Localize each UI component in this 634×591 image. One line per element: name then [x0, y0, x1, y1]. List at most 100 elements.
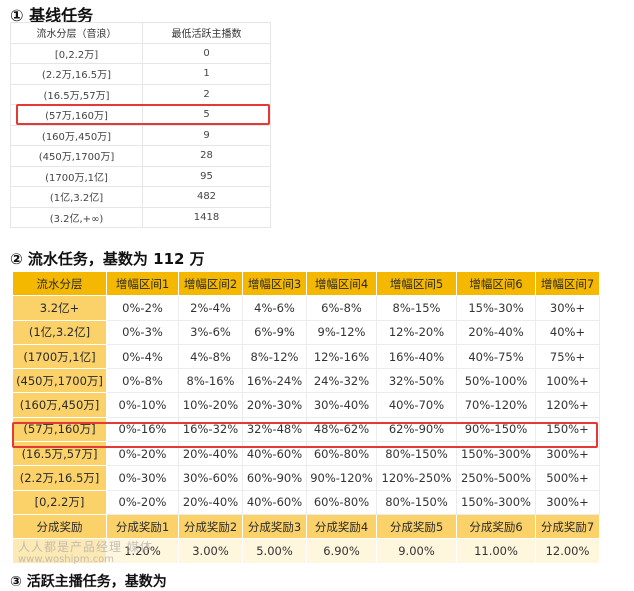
growth-range-cell: 80%-150%	[376, 441, 457, 467]
growth-range-cell: 150%+	[535, 416, 600, 443]
tier-cell: (57万,160万]	[12, 416, 107, 443]
growth-range-cell: 20%-40%	[178, 441, 243, 467]
reward-value-cell: 3.00%	[178, 538, 243, 564]
growth-range-cell: 12%-16%	[306, 343, 377, 370]
tier-cell: (450万,1700万]	[10, 145, 143, 167]
growth-range-cell: 500%+	[535, 465, 600, 491]
baseline-table-row: (2.2万,16.5万] 1	[10, 63, 271, 85]
growth-range-cell: 6%-8%	[306, 295, 377, 321]
growth-range-cell: 12%-20%	[376, 319, 457, 345]
growth-range-cell: 250%-500%	[456, 465, 536, 491]
reward-value-cell: 6.90%	[306, 538, 377, 564]
reward-value-row: 1.20% 3.00% 5.00% 6.90% 9.00% 11.00% 12.00%	[12, 538, 600, 564]
growth-range-cell: 40%-70%	[376, 392, 457, 418]
column-header-range-5: 增幅区间5	[376, 270, 457, 297]
revenue-table-row: (57万,160万] 0%-16% 16%-32% 32%-48% 48%-62% 62%…	[12, 416, 600, 443]
column-header-range-6: 增幅区间6	[456, 270, 536, 297]
growth-range-cell: 3%-6%	[178, 319, 243, 345]
growth-range-cell: 30%+	[535, 295, 600, 321]
tier-cell: (1亿,3.2亿]	[12, 319, 107, 345]
growth-range-cell: 70%-120%	[456, 392, 536, 418]
tier-cell: (2.2万,16.5万]	[10, 63, 143, 85]
growth-range-cell: 0%-16%	[106, 416, 179, 443]
revenue-table-header: 流水分层 增幅区间1 增幅区间2 增幅区间3 增幅区间4 增幅区间5 增幅区间6 增幅区间7	[12, 270, 600, 297]
growth-range-cell: 300%+	[535, 441, 600, 467]
growth-range-cell: 120%-250%	[376, 465, 457, 491]
growth-range-cell: 60%-80%	[306, 441, 377, 467]
revenue-table-row: (450万,1700万] 0%-8% 8%-16% 16%-24% 24%-32% 32%…	[12, 368, 600, 394]
growth-range-cell: 75%+	[535, 343, 600, 370]
growth-range-cell: 8%-16%	[178, 368, 243, 394]
growth-range-cell: 20%-40%	[178, 489, 243, 515]
reward-label-cell: 分成奖励5	[376, 513, 457, 540]
tier-cell: (1700万,1亿]	[10, 166, 143, 187]
tier-cell: [0,2.2万]	[10, 43, 143, 64]
growth-range-cell: 120%+	[535, 392, 600, 418]
column-header-range-4: 增幅区间4	[306, 270, 377, 297]
growth-range-cell: 150%-300%	[456, 489, 536, 515]
growth-range-cell: 4%-8%	[178, 343, 243, 370]
growth-range-cell: 30%-60%	[178, 465, 243, 491]
tier-cell: (1700万,1亿]	[12, 343, 107, 370]
growth-range-cell: 32%-50%	[376, 368, 457, 394]
min-active-cell: 95	[142, 166, 271, 187]
reward-value-cell: 11.00%	[456, 538, 536, 564]
growth-range-cell: 20%-40%	[456, 319, 536, 345]
growth-range-cell: 60%-90%	[242, 465, 307, 491]
min-active-cell: 9	[142, 125, 271, 146]
reward-label-cell: 分成奖励3	[242, 513, 307, 540]
growth-range-cell: 40%+	[535, 319, 600, 345]
column-header-range-7: 增幅区间7	[535, 270, 600, 297]
growth-range-cell: 20%-30%	[242, 392, 307, 418]
baseline-table-header: 流水分层（音浪） 最低活跃主播数	[10, 22, 271, 44]
tier-cell: (160万,450万]	[10, 125, 143, 146]
baseline-table-row: (3.2亿,+∞) 1418	[10, 207, 271, 228]
reward-value-cell: 5.00%	[242, 538, 307, 564]
baseline-table-row: (160万,450万] 9	[10, 125, 271, 146]
growth-range-cell: 30%-40%	[306, 392, 377, 418]
reward-label-cell: 分成奖励4	[306, 513, 377, 540]
tier-cell: (1亿,3.2亿]	[10, 186, 143, 208]
heading-baseline-task: ① 基线任务	[10, 6, 94, 25]
column-header-range-2: 增幅区间2	[178, 270, 243, 297]
min-active-cell: 1	[142, 63, 271, 85]
tier-cell: 3.2亿+	[12, 295, 107, 321]
min-active-cell: 5	[142, 104, 271, 126]
column-header-tier: 流水分层（音浪）	[10, 22, 143, 44]
baseline-table: 流水分层（音浪） 最低活跃主播数 [0,2.2万] 0 (2.2万,16.5万] 1(…	[10, 22, 271, 228]
revenue-table-row: (1700万,1亿] 0%-4% 4%-8% 8%-12% 12%-16% 16%-40%…	[12, 343, 600, 370]
revenue-task-table: 流水分层 增幅区间1 增幅区间2 增幅区间3 增幅区间4 增幅区间5 增幅区间6 增幅区间7 …	[12, 270, 600, 564]
column-header-min-active: 最低活跃主播数	[142, 22, 271, 44]
column-header-range-3: 增幅区间3	[242, 270, 307, 297]
growth-range-cell: 50%-100%	[456, 368, 536, 394]
growth-range-cell: 100%+	[535, 368, 600, 394]
reward-row-label: 分成奖励	[12, 513, 107, 540]
growth-range-cell: 4%-6%	[242, 295, 307, 321]
growth-range-cell: 0%-2%	[106, 295, 179, 321]
min-active-cell: 2	[142, 84, 271, 105]
reward-value-cell: 9.00%	[376, 538, 457, 564]
tier-cell: (3.2亿,+∞)	[10, 207, 143, 228]
reward-label-cell: 分成奖励2	[178, 513, 243, 540]
revenue-table-row: (16.5万,57万] 0%-20% 20%-40% 40%-60% 60%-80% 80…	[12, 441, 600, 467]
growth-range-cell: 80%-150%	[376, 489, 457, 515]
growth-range-cell: 24%-32%	[306, 368, 377, 394]
tier-cell: [0,2.2万]	[12, 489, 107, 515]
growth-range-cell: 60%-80%	[306, 489, 377, 515]
tier-cell: (16.5万,57万]	[10, 84, 143, 105]
heading-active-host-task: ③ 活跃主播任务，基数为	[10, 574, 167, 590]
growth-range-cell: 15%-30%	[456, 295, 536, 321]
growth-range-cell: 0%-8%	[106, 368, 179, 394]
baseline-table-row: (1亿,3.2亿] 482	[10, 186, 271, 208]
baseline-table-row: [0,2.2万] 0	[10, 43, 271, 64]
reward-label-row: 分成奖励 分成奖励1 分成奖励2 分成奖励3 分成奖励4 分成奖励5 分成奖励6 分成奖励7	[12, 513, 600, 540]
min-active-cell: 482	[142, 186, 271, 208]
baseline-table-row: (450万,1700万] 28	[10, 145, 271, 167]
growth-range-cell: 40%-60%	[242, 441, 307, 467]
growth-range-cell: 0%-30%	[106, 465, 179, 491]
revenue-table-row: (1亿,3.2亿] 0%-3% 3%-6% 6%-9% 9%-12% 12%-20% 20%…	[12, 319, 600, 345]
growth-range-cell: 0%-10%	[106, 392, 179, 418]
growth-range-cell: 0%-20%	[106, 441, 179, 467]
baseline-table-row: (16.5万,57万] 2	[10, 84, 271, 105]
baseline-table-row: (57万,160万] 5	[10, 104, 271, 126]
